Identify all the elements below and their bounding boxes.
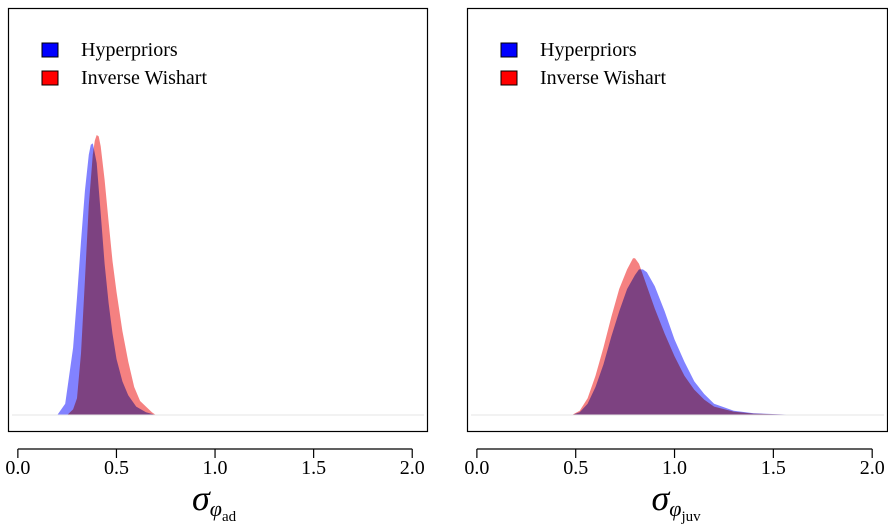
legend-swatch-hyperpriors — [500, 42, 518, 58]
x-tick-label: 0.5 — [563, 457, 588, 479]
x-tick-label: 1.5 — [761, 457, 786, 479]
legend: Hyperpriors Inverse Wishart — [500, 39, 666, 89]
x-tick-label: 1.0 — [203, 457, 228, 479]
legend: Hyperpriors Inverse Wishart — [41, 39, 207, 89]
x-tick-label: 2.0 — [860, 457, 885, 479]
panel-2: 0.0 0.5 1.0 1.5 2.0 σφjuv Hyperpriors Inverse W… — [464, 7, 888, 524]
x-tick-label: 1.5 — [301, 457, 326, 479]
x-axis-label: σφjuv — [652, 478, 702, 524]
density-area-inverse-wishart — [67, 135, 156, 415]
legend-swatch-hyperpriors — [41, 42, 59, 58]
panel-1: 0.0 0.5 1.0 1.5 2.0 σφad Hyperpriors Inverse Wi… — [5, 7, 429, 524]
plot-frame — [7, 7, 429, 433]
x-tick-label: 0.5 — [104, 457, 129, 479]
x-tick-label: 1.0 — [662, 457, 687, 479]
legend-label-hyperpriors: Hyperpriors — [540, 39, 637, 61]
x-axis-label: σφad — [192, 478, 237, 524]
x-tick-label: 0.0 — [464, 457, 489, 479]
x-tick-label: 2.0 — [400, 457, 425, 479]
density-area-inverse-wishart — [571, 258, 873, 415]
legend-swatch-inverse-wishart — [500, 70, 518, 86]
legend-label-hyperpriors: Hyperpriors — [81, 39, 178, 61]
legend-swatch-inverse-wishart — [41, 70, 59, 86]
legend-label-inverse-wishart: Inverse Wishart — [540, 67, 666, 89]
x-tick-label: 0.0 — [5, 457, 30, 479]
legend-label-inverse-wishart: Inverse Wishart — [81, 67, 207, 89]
